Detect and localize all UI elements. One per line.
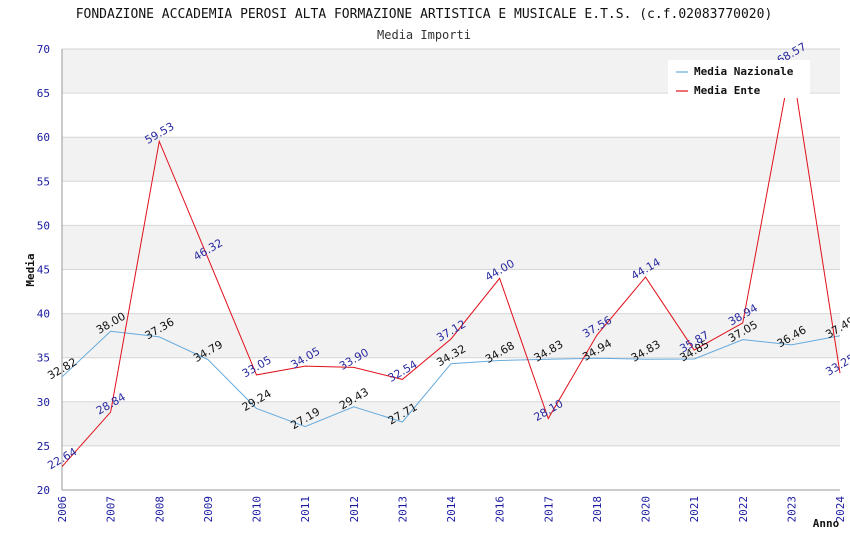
y-tick-label: 60 <box>37 131 50 144</box>
chart-subtitle: Media Importi <box>377 28 471 42</box>
x-tick-label: 2010 <box>251 496 264 523</box>
x-tick-label: 2018 <box>591 496 604 523</box>
y-tick-label: 35 <box>37 352 50 365</box>
x-tick-label: 2024 <box>834 496 847 523</box>
x-tick-label: 2009 <box>202 496 215 523</box>
y-tick-label: 50 <box>37 219 50 232</box>
y-tick-label: 65 <box>37 87 50 100</box>
y-tick-label: 30 <box>37 396 50 409</box>
background-band <box>62 357 840 402</box>
x-tick-label: 2021 <box>688 496 701 523</box>
series-line-media-ente <box>61 61 841 468</box>
background-band <box>62 93 840 138</box>
y-tick-label: 20 <box>37 484 50 497</box>
x-tick-label: 2017 <box>542 496 555 523</box>
y-axis-label: Media <box>24 253 37 286</box>
y-tick-label: 45 <box>37 264 50 277</box>
background-band <box>62 225 840 270</box>
y-tick-label: 70 <box>37 43 50 56</box>
x-tick-label: 2012 <box>348 496 361 523</box>
y-tick-label: 55 <box>37 175 50 188</box>
x-tick-label: 2023 <box>785 496 798 523</box>
x-tick-label: 2006 <box>56 496 69 523</box>
x-tick-label: 2013 <box>396 496 409 523</box>
legend-label-media-ente: Media Ente <box>694 84 761 97</box>
background-band <box>62 313 840 358</box>
legend-box <box>668 60 810 98</box>
background-bands <box>62 49 840 490</box>
background-band <box>62 445 840 490</box>
x-tick-label: 2008 <box>153 496 166 523</box>
background-band <box>62 401 840 446</box>
axes <box>61 49 840 491</box>
legend-label-media-nazionale: Media Nazionale <box>694 65 794 78</box>
x-tick-label: 2014 <box>445 496 458 523</box>
x-axis-ticks: 2006 2007 2008 2009 2010 2011 2012 2013 2014 2016… <box>56 496 847 523</box>
y-tick-label: 25 <box>37 440 50 453</box>
y-tick-label: 40 <box>37 308 50 321</box>
x-axis-label: Anno <box>813 517 840 530</box>
legend: Media Nazionale Media Ente <box>668 60 810 98</box>
background-band <box>62 137 840 182</box>
chart-title: FONDAZIONE ACCADEMIA PEROSI ALTA FORMAZI… <box>76 7 773 22</box>
x-tick-label: 2011 <box>299 496 312 523</box>
series-lines <box>61 61 841 468</box>
x-tick-label: 2020 <box>640 496 653 523</box>
x-tick-label: 2016 <box>494 496 507 523</box>
x-tick-label: 2007 <box>105 496 118 523</box>
x-tick-label: 2022 <box>737 496 750 523</box>
series-line-media-nazionale <box>61 330 841 428</box>
background-band <box>62 269 840 314</box>
y-axis-ticks: 20 25 30 35 40 45 50 55 60 65 70 <box>37 43 50 497</box>
